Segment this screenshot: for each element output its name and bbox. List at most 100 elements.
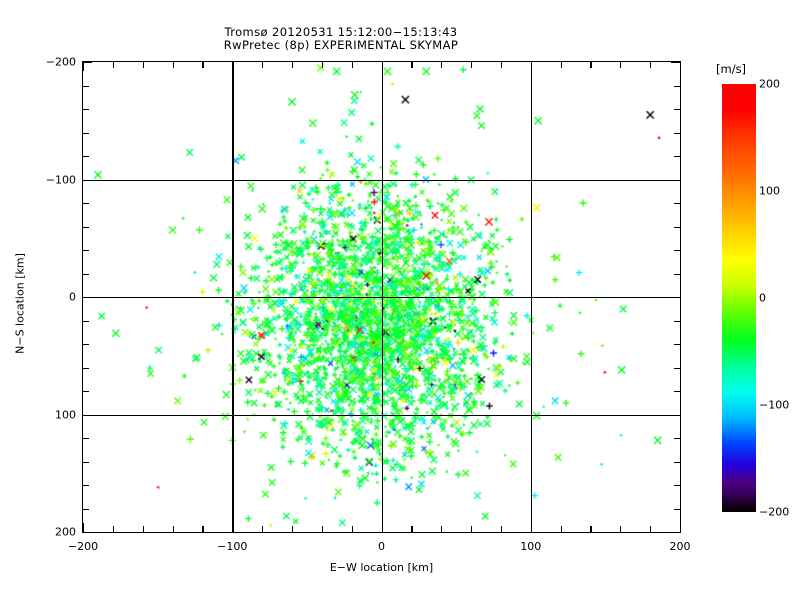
tick-mark [674,438,680,440]
tick-mark [83,391,89,393]
tick-mark [262,526,264,532]
x-tick-label: −200 [67,540,99,553]
tick-mark [560,526,562,532]
tick-mark [321,526,323,532]
tick-mark [650,62,652,68]
tick-mark [291,526,294,532]
tick-mark [83,132,89,134]
y-tick-label: 100 [55,408,76,421]
tick-mark [411,62,413,68]
tick-mark [671,414,680,416]
tick-mark [560,62,562,68]
colorbar-tick-label: 0 [759,291,766,305]
tick-mark [83,297,92,299]
tick-mark [411,526,413,532]
colorbar-tick-label: −200 [759,505,790,519]
tick-mark [674,461,680,463]
tick-mark [83,179,92,181]
tick-mark [674,273,680,275]
tick-mark [83,461,89,463]
colorbar-tick-label: 200 [759,77,780,91]
tick-mark [674,485,680,487]
tick-mark [83,523,85,532]
tick-mark [674,320,680,322]
tick-mark [471,62,473,68]
tick-mark [83,203,89,205]
tick-mark [674,367,680,369]
tick-mark [83,250,89,252]
tick-mark [172,62,174,68]
tick-mark [142,526,144,532]
tick-mark [441,62,443,68]
tick-mark [471,526,473,532]
x-tick-label: −100 [217,540,248,553]
colorbar-gradient [722,84,756,512]
x-tick-label: 0 [378,540,385,553]
tick-mark [674,250,680,252]
tick-mark [671,532,680,534]
y-axis-title: N−S location [km] [13,253,27,354]
y-tick-label: 0 [69,290,76,304]
x-axis-title: E−W location [km] [329,561,434,574]
tick-mark [381,62,383,71]
tick-mark [232,523,234,532]
tick-mark [172,526,174,532]
tick-mark [530,523,532,532]
title-line-1: Tromsø 20120531 15:12:00−15:13:43 [224,25,458,39]
tick-mark [674,156,680,158]
tick-mark [674,391,680,393]
colorbar-tick-label: −100 [759,398,790,412]
tick-mark [680,523,682,532]
tick-mark [142,62,144,68]
title-line-2: RwPretec (8p) EXPERIMENTAL SKYMAP [223,37,459,52]
tick-mark [674,85,680,87]
tick-mark [83,109,89,111]
y-tick-label: 200 [55,525,76,539]
tick-mark [83,414,92,416]
tick-mark [232,62,234,71]
tick-mark [381,523,383,532]
tick-mark [671,297,680,299]
tick-mark [83,273,89,275]
gridline-horizontal [83,297,680,299]
tick-mark [674,109,680,111]
tick-mark [620,62,622,68]
tick-mark [262,62,264,68]
tick-mark [83,344,89,346]
x-tick-label: 200 [669,540,691,553]
tick-mark [674,132,680,134]
tick-mark [83,320,89,322]
tick-mark [83,226,89,228]
tick-mark [202,62,204,68]
tick-mark [620,526,622,532]
tick-mark [530,62,532,71]
tick-mark [351,526,353,532]
tick-mark [674,344,680,346]
tick-mark [500,62,503,68]
tick-mark [500,526,503,532]
tick-mark [112,526,115,532]
plot-area [82,61,682,534]
tick-mark [671,62,680,64]
tick-mark [590,62,592,68]
colorbar-unit-label: [m/s] [716,62,747,76]
tick-mark [83,62,85,71]
figure-title: Tromsø 20120531 15:12:00−15:13:43 RwPret… [0,26,682,51]
y-tick-label: −200 [45,55,76,69]
tick-mark [83,485,89,487]
tick-mark [671,179,680,181]
tick-mark [590,526,592,532]
tick-mark [680,62,682,71]
tick-mark [674,226,680,228]
tick-mark [351,62,353,68]
tick-mark [650,526,652,532]
colorbar [722,84,756,512]
tick-mark [112,62,115,68]
tick-mark [83,532,92,534]
tick-mark [83,156,89,158]
tick-mark [83,438,89,440]
tick-mark [674,203,680,205]
tick-mark [674,508,680,510]
tick-mark [83,508,89,510]
